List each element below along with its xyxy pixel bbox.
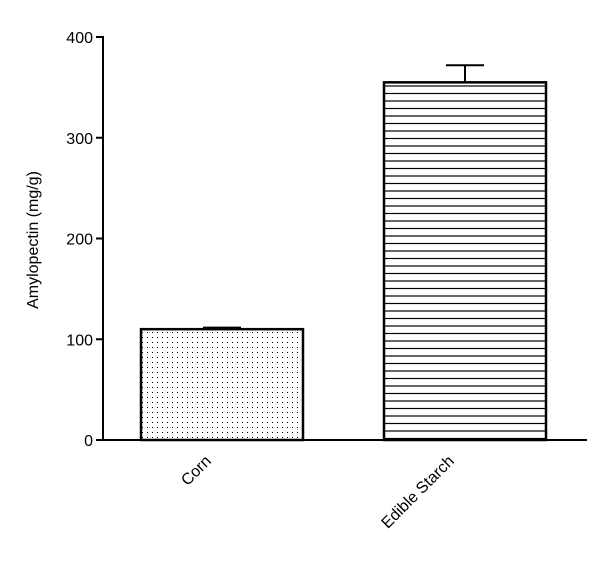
x-tick-label: Corn — [178, 453, 215, 490]
bar — [382, 81, 548, 442]
bar — [139, 327, 305, 442]
y-tick-label: 0 — [84, 433, 93, 450]
y-tick-label: 200 — [66, 232, 93, 249]
y-tick-label: 300 — [66, 131, 93, 148]
y-tick-label: 400 — [66, 30, 93, 47]
y-tick-label: 100 — [66, 332, 93, 349]
x-tick-label: Edible Starch — [379, 453, 458, 532]
y-axis-label: Amylopectin (mg/g) — [25, 171, 42, 309]
